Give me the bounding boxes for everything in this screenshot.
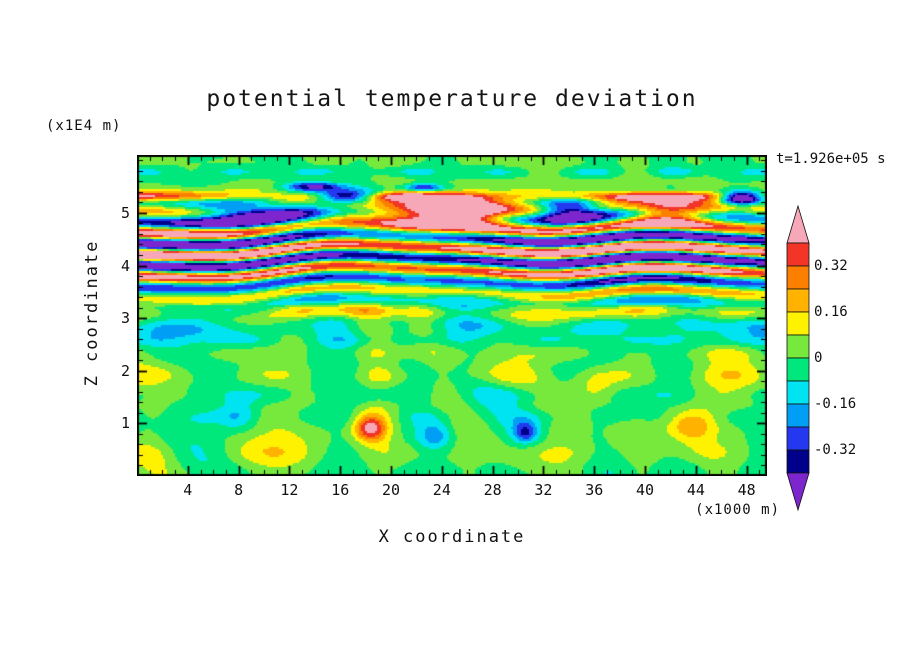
time-annotation: t=1.926e+05 s	[776, 151, 886, 167]
colorbar-segment	[786, 426, 810, 451]
colorbar-tick-label: 0.16	[814, 304, 848, 320]
colorbar-segment	[786, 288, 810, 313]
x-tick-label: 44	[686, 481, 705, 499]
z-tick-label: 1	[120, 414, 130, 433]
z-axis-units-label: (x1E4 m)	[46, 118, 122, 134]
z-tick-label: 5	[120, 203, 130, 222]
colorbar-segment	[786, 242, 810, 267]
colorbar-segment	[786, 449, 810, 474]
colorbar-segment	[786, 403, 810, 428]
x-tick-label: 40	[636, 481, 655, 499]
colorbar-segment	[786, 334, 810, 359]
z-axis-label: Z coordinate	[82, 239, 102, 387]
x-tick-label: 24	[432, 481, 451, 499]
colorbar-segment	[786, 380, 810, 405]
x-tick-label: 48	[737, 481, 756, 499]
x-tick-label: 20	[382, 481, 401, 499]
x-tick-label: 12	[280, 481, 299, 499]
contour-plot-canvas	[137, 155, 767, 476]
colorbar-tick-label: 0	[814, 350, 823, 366]
x-axis-units-label: (x1000 m)	[695, 502, 780, 518]
x-tick-label: 8	[234, 481, 244, 499]
colorbar-over-arrow	[786, 205, 810, 244]
colorbar-segment	[786, 311, 810, 336]
x-tick-label: 16	[331, 481, 350, 499]
x-tick-label: 32	[534, 481, 553, 499]
colorbar	[786, 205, 810, 512]
z-tick-label: 2	[120, 361, 130, 380]
z-tick-label: 4	[120, 256, 130, 275]
z-tick-label: 3	[120, 309, 130, 328]
colorbar-under-arrow	[786, 472, 810, 512]
colorbar-segment	[786, 265, 810, 290]
page-title: potential temperature deviation	[206, 86, 698, 112]
x-axis-label: X coordinate	[378, 527, 526, 547]
colorbar-tick-label: -0.32	[814, 442, 857, 458]
colorbar-segment	[786, 357, 810, 382]
x-tick-label: 36	[585, 481, 604, 499]
colorbar-tick-label: 0.32	[814, 258, 848, 274]
x-tick-label: 4	[183, 481, 193, 499]
x-tick-label: 28	[483, 481, 502, 499]
colorbar-tick-label: -0.16	[814, 396, 857, 412]
